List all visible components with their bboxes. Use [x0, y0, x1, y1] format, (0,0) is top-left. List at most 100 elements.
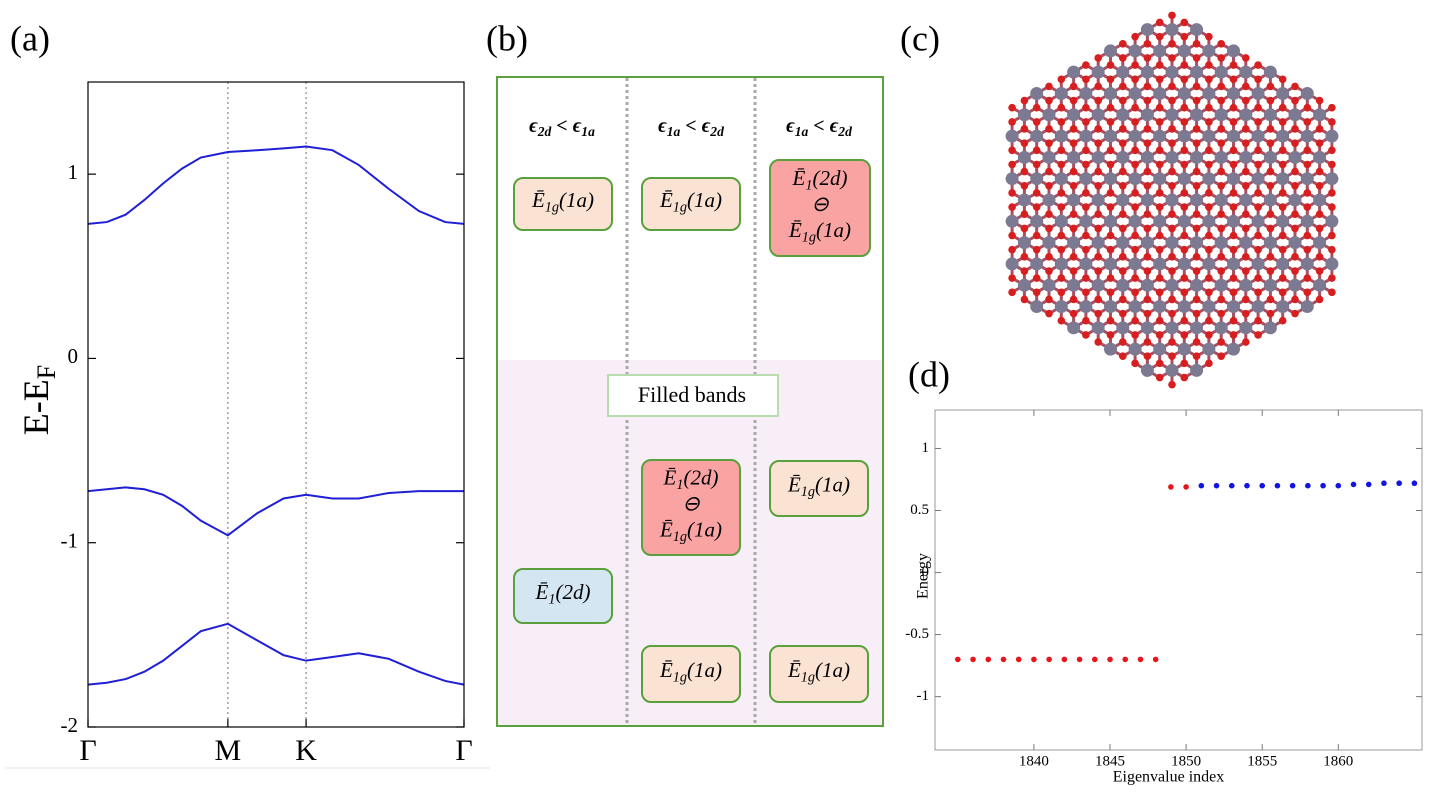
oxygen-atom: [1291, 309, 1299, 318]
oxygen-atom: [1094, 267, 1102, 275]
oxygen-atom: [1155, 189, 1164, 197]
oxygen-atom: [1278, 146, 1287, 155]
oxygen-atom: [1020, 181, 1029, 190]
oxygen-atom: [1155, 160, 1164, 169]
oxygen-atom: [1082, 75, 1090, 84]
subscript: 1a: [581, 124, 595, 139]
oxygen-atom: [1020, 267, 1029, 275]
oxygen-atom: [1168, 295, 1176, 304]
oxygen-atom: [1045, 96, 1053, 105]
oxygen-atom: [1168, 39, 1176, 48]
oxygen-atom: [1192, 181, 1201, 190]
metal-atom: [1263, 321, 1277, 335]
oxygen-atom: [1278, 288, 1287, 297]
point: [1015, 656, 1022, 663]
math-label: Ē1g(1a): [787, 658, 850, 686]
oxygen-atom: [1032, 231, 1041, 240]
metal-atom: [1227, 342, 1240, 356]
subscript: 2d: [537, 124, 552, 139]
x-tick-label: 1850: [1171, 753, 1201, 769]
panel-label: (c): [900, 18, 940, 58]
metal-atom: [1067, 193, 1081, 207]
metal-atom: [1202, 172, 1216, 186]
text-run: Ē: [663, 465, 677, 489]
oxygen-atom: [1106, 331, 1115, 339]
oxygen-atom: [1242, 309, 1250, 318]
oxygen-atom: [1131, 245, 1139, 254]
oxygen-atom: [1303, 231, 1312, 240]
panel-label: (b): [486, 18, 528, 58]
point: [1000, 656, 1007, 663]
oxygen-atom: [1328, 160, 1336, 169]
oxygen-atom: [1303, 118, 1312, 126]
oxygen-atom: [1008, 103, 1016, 112]
metal-atom: [1239, 108, 1253, 122]
metal-atom: [1177, 257, 1191, 271]
oxygen-atom: [1266, 309, 1275, 318]
oxygen-atom: [1254, 189, 1262, 197]
metal-atom: [1054, 257, 1068, 271]
oxygen-atom: [1205, 331, 1213, 339]
point: [1228, 482, 1235, 489]
x-tick-label: 1855: [1247, 753, 1277, 769]
oxygen-atom: [1180, 18, 1189, 27]
metal-atom: [1177, 300, 1191, 314]
metal-atom: [1263, 193, 1277, 207]
subscript: 1g: [673, 200, 687, 216]
oxygen-atom: [1278, 103, 1287, 112]
oxygen-atom: [1143, 82, 1152, 91]
metal-atom: [1313, 150, 1327, 164]
oxygen-atom: [1106, 203, 1115, 211]
oxygen-atom: [1192, 267, 1201, 275]
oxygen-atom: [1303, 245, 1312, 254]
oxygen-atom: [1020, 167, 1029, 176]
oxygen-atom: [1168, 380, 1176, 389]
oxygen-atom: [1242, 139, 1250, 147]
oxygen-atom: [1242, 125, 1250, 133]
oxygen-atom: [1192, 139, 1201, 147]
metal-atom: [1177, 86, 1191, 100]
oxygen-atom: [1266, 267, 1275, 275]
oxygen-atom: [1168, 11, 1176, 20]
point: [1289, 482, 1296, 489]
point: [1305, 482, 1311, 489]
subscript: 1g: [801, 484, 815, 500]
oxygen-atom: [1303, 103, 1312, 112]
oxygen-atom: [1131, 146, 1139, 155]
metal-atom: [1067, 108, 1081, 122]
point: [1198, 482, 1205, 489]
oxygen-atom: [1278, 203, 1287, 211]
metal-atom: [1227, 44, 1240, 58]
metal-atom: [1214, 321, 1228, 335]
oxygen-atom: [1094, 224, 1102, 233]
point: [1152, 656, 1159, 663]
math-label: Ē1g(1a): [531, 188, 594, 216]
oxygen-atom: [1119, 82, 1127, 91]
oxygen-atom: [1032, 203, 1041, 211]
oxygen-atom: [1008, 245, 1016, 254]
metal-atom: [1227, 172, 1240, 186]
oxygen-atom: [1229, 61, 1238, 69]
oxygen-atom: [1155, 118, 1164, 126]
oxygen-atom: [1143, 267, 1152, 275]
oxygen-atom: [1155, 32, 1164, 41]
subscript: 2d: [709, 124, 724, 139]
metal-atom: [1165, 236, 1179, 250]
oxygen-atom: [1168, 309, 1176, 318]
oxygen-atom: [1217, 39, 1225, 48]
oxygen-atom: [1143, 224, 1152, 233]
text-run: ϵ: [529, 115, 538, 137]
oxygen-atom: [1094, 125, 1102, 133]
oxygen-atom: [1106, 288, 1115, 297]
oxygen-atom: [1266, 181, 1275, 190]
subscript: 1a: [667, 124, 681, 139]
oxygen-atom: [1180, 118, 1189, 126]
oxygen-atom: [1266, 167, 1275, 176]
metal-atom: [1140, 108, 1154, 122]
metal-atom: [1054, 86, 1068, 100]
oxygen-atom: [1205, 316, 1213, 325]
oxygen-atom: [1131, 75, 1139, 84]
metal-atom: [1042, 193, 1056, 207]
text-run: (1a): [816, 218, 851, 242]
